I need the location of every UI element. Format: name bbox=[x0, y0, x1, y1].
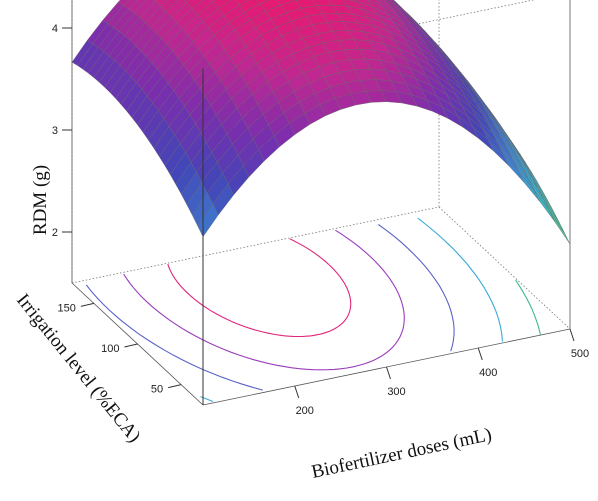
surface-facet bbox=[543, 199, 565, 233]
response-surface bbox=[71, 0, 571, 245]
surface-facet bbox=[152, 0, 158, 2]
y-tick-mark bbox=[80, 302, 94, 307]
contour-line bbox=[200, 396, 214, 403]
contour-line bbox=[417, 217, 446, 242]
x-tick-mark bbox=[477, 347, 483, 361]
surface-facet bbox=[528, 178, 550, 211]
x-tick-label: 500 bbox=[571, 348, 589, 360]
x-axis-title: Biofertilizer doses (mL) bbox=[310, 424, 494, 483]
contour-line bbox=[123, 255, 405, 371]
x-tick-label: 200 bbox=[296, 405, 314, 417]
y-tick-label: 100 bbox=[101, 343, 119, 355]
z-tick-label: 3 bbox=[52, 125, 58, 137]
y-tick-mark bbox=[168, 384, 182, 389]
surface-facet bbox=[210, 0, 217, 3]
y-tick-label: 150 bbox=[57, 302, 75, 314]
contour-line bbox=[289, 238, 330, 266]
box-edge bbox=[202, 0, 536, 69]
x-tick-label: 300 bbox=[387, 386, 405, 398]
x-tick-mark bbox=[294, 385, 300, 399]
y-axis-title: Irrigation level (%ECA) bbox=[12, 290, 145, 447]
contour-line bbox=[85, 284, 263, 391]
contour-line bbox=[167, 263, 352, 338]
floor-contours bbox=[85, 217, 541, 403]
contour-line bbox=[515, 279, 541, 335]
box-edge bbox=[71, 206, 440, 284]
x-tick-mark bbox=[386, 366, 391, 380]
box-edge bbox=[438, 206, 571, 330]
z-axis-title: RDM (g) bbox=[30, 165, 51, 235]
contour-line bbox=[407, 247, 455, 352]
surface-facet bbox=[256, 0, 270, 5]
axis-ticks: 200 300 400 500 50 100 150 2 3 4 bbox=[52, 23, 589, 417]
y-tick-label: 50 bbox=[151, 384, 163, 396]
x-tick-label: 400 bbox=[479, 367, 497, 379]
surface-facet bbox=[548, 210, 571, 245]
contour-line bbox=[444, 240, 503, 342]
x-tick-mark bbox=[569, 328, 575, 342]
surface-facet bbox=[183, 0, 191, 4]
z-tick-label: 4 bbox=[52, 23, 58, 35]
z-tick-label: 2 bbox=[52, 227, 58, 239]
contour-line bbox=[377, 224, 409, 249]
y-tick-mark bbox=[124, 343, 138, 348]
contour-line bbox=[335, 229, 371, 257]
